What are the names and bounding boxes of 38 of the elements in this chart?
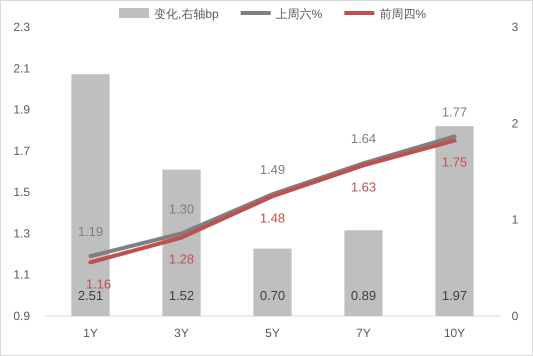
y2-tick-label: 2 xyxy=(512,116,519,130)
x-tick-label: 3Y xyxy=(174,326,189,340)
bar xyxy=(435,126,474,316)
y-tick-label: 2.1 xyxy=(13,61,30,76)
data-label: 1.77 xyxy=(442,104,468,120)
data-label: 1.97 xyxy=(442,288,468,303)
data-label: 0.89 xyxy=(350,288,376,303)
y-tick-label: 1.3 xyxy=(13,226,30,240)
x-tick-label: 10Y xyxy=(444,326,466,340)
y-tick-label: 1.5 xyxy=(13,185,30,200)
y-tick-label: 1.7 xyxy=(13,144,30,158)
data-label: 0.70 xyxy=(260,288,286,303)
x-tick-label: 1Y xyxy=(83,326,98,340)
data-label: 1.28 xyxy=(168,252,194,267)
data-label: 1.52 xyxy=(168,288,194,303)
data-label: 1.49 xyxy=(260,162,286,178)
data-label: 1.63 xyxy=(350,179,376,194)
y-tick-label: 2.3 xyxy=(13,20,30,34)
y2-tick-label: 0 xyxy=(512,309,519,323)
data-label: 1.30 xyxy=(168,201,194,216)
x-tick-label: 5Y xyxy=(265,326,280,340)
data-label: 1.48 xyxy=(260,210,286,226)
data-label: 2.51 xyxy=(78,288,104,303)
legend-label: 上周六% xyxy=(276,7,323,21)
data-label: 1.64 xyxy=(350,131,376,146)
x-tick-label: 7Y xyxy=(356,326,371,340)
y-tick-label: 1.1 xyxy=(13,268,30,282)
legend-label: 变化,右轴bp xyxy=(154,7,219,21)
bar xyxy=(344,230,383,316)
y2-tick-label: 1 xyxy=(512,212,519,227)
y2-tick-label: 3 xyxy=(512,20,519,34)
data-label: 1.19 xyxy=(78,224,104,240)
y-tick-label: 1.9 xyxy=(13,102,30,117)
bar xyxy=(71,74,110,316)
bar xyxy=(253,248,292,316)
y-tick-label: 0.9 xyxy=(13,309,30,323)
data-label: 1.75 xyxy=(442,154,468,170)
legend-label: 前周四% xyxy=(379,7,426,21)
